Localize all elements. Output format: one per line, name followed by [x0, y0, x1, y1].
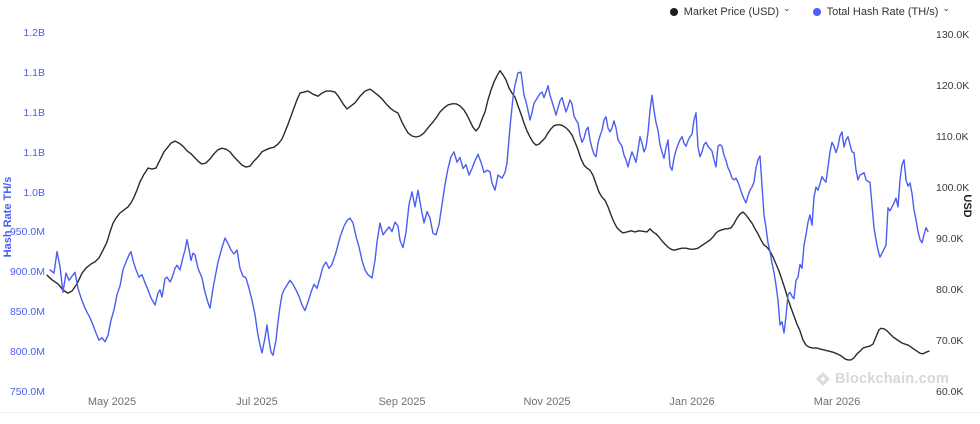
y-axis-right-tick-label: 120.0K: [936, 80, 970, 92]
hash-rate-dot-icon: [812, 8, 821, 16]
legend-label-hash-rate: Total Hash Rate (TH/s): [826, 6, 939, 18]
watermark: Blockchain.com: [816, 371, 949, 387]
y-axis-right-tick-label: 130.0K: [936, 29, 970, 41]
y-axis-left-tick-label: 850.0M: [9, 306, 45, 319]
y-axis-left-tick-label: 1.1B: [23, 66, 45, 79]
y-axis-left-tick-label: 1.1B: [23, 146, 45, 159]
market-price-dot-icon: [669, 8, 678, 16]
legend-item-hash-rate[interactable]: Total Hash Rate (TH/s) ⌄: [812, 2, 950, 18]
watermark-text: Blockchain.com: [835, 371, 949, 387]
x-axis-tick-label: Mar 2026: [813, 396, 861, 408]
x-axis-tick-label: May 2025: [87, 396, 137, 408]
chevron-down-icon[interactable]: ⌄: [783, 2, 791, 13]
legend-label-market-price: Market Price (USD): [683, 6, 780, 18]
legend-item-market-price[interactable]: Market Price (USD) ⌄: [669, 2, 791, 18]
y-axis-left-tick-label: 900.0M: [9, 266, 45, 279]
y-axis-left-tick-label: 750.0M: [9, 386, 45, 398]
x-axis-tick-label: Jul 2025: [236, 396, 278, 408]
y-axis-right-tick-label: 70.0K: [936, 335, 964, 347]
y-axis-right-tick-label: 110.0K: [936, 131, 969, 143]
x-axis-tick-label: Jan 2026: [669, 396, 715, 408]
x-axis-tick-label: Sep 2025: [378, 396, 426, 408]
y-axis-left-tick-label: 1.2B: [23, 27, 45, 39]
y-axis-right-tick-label: 80.0K: [936, 284, 964, 296]
y-axis-left-tick-label: 800.0M: [9, 346, 45, 359]
legend: Market Price (USD) ⌄ Total Hash Rate (TH…: [669, 2, 950, 18]
y-axis-title-hash-rate: Hash Rate TH/s: [2, 176, 14, 258]
chevron-down-icon[interactable]: ⌄: [942, 2, 950, 13]
y-axis-left-tick-label: 1.0B: [23, 186, 45, 199]
x-axis-tick-label: Nov 2025: [523, 396, 571, 408]
y-axis-left-tick-label: 1.1B: [23, 106, 45, 119]
blockchain-logo-icon: [816, 372, 830, 386]
market-price-line: [46, 69, 930, 361]
y-axis-right-tick-label: 60.0K: [936, 386, 964, 398]
axis-baseline: [0, 412, 980, 413]
y-axis-right-tick-label: 90.0K: [936, 233, 964, 245]
y-axis-right-tick-label: 100.0K: [936, 182, 970, 194]
y-axis-left-tick-label: 950.0M: [9, 226, 45, 239]
hash-rate-line: [49, 71, 929, 356]
